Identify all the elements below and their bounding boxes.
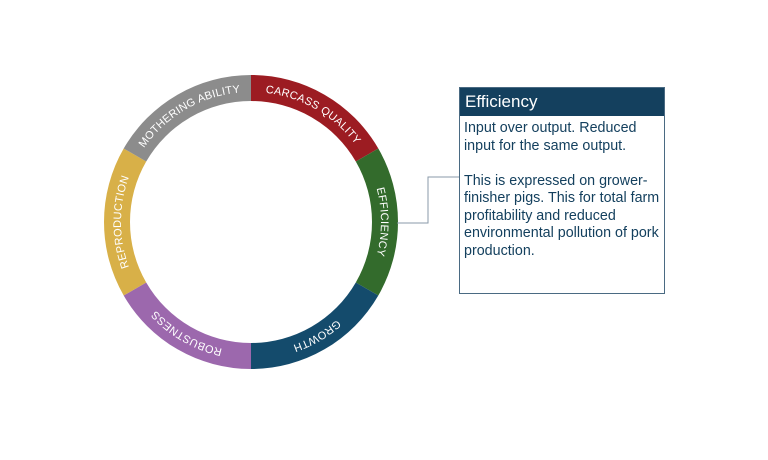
segment-carcass-quality[interactable] (251, 75, 379, 162)
info-title: Efficiency (460, 88, 664, 116)
segment-robustness[interactable] (123, 282, 251, 370)
info-paragraph-2: This is expressed on grower-finisher pig… (464, 172, 660, 259)
segment-growth[interactable] (251, 282, 379, 370)
connector-line (397, 176, 459, 224)
info-box: Efficiency Input over output. Reduced in… (459, 87, 665, 294)
segment-mothering-ability[interactable] (123, 75, 251, 162)
info-body: Input over output. Reduced input for the… (460, 116, 664, 260)
segment-efficiency[interactable] (355, 148, 398, 296)
segment-reproduction[interactable] (104, 148, 147, 296)
segment-label-efficiency: EFFICIENCY (374, 186, 390, 258)
info-paragraph-1: Input over output. Reduced input for the… (464, 120, 637, 154)
